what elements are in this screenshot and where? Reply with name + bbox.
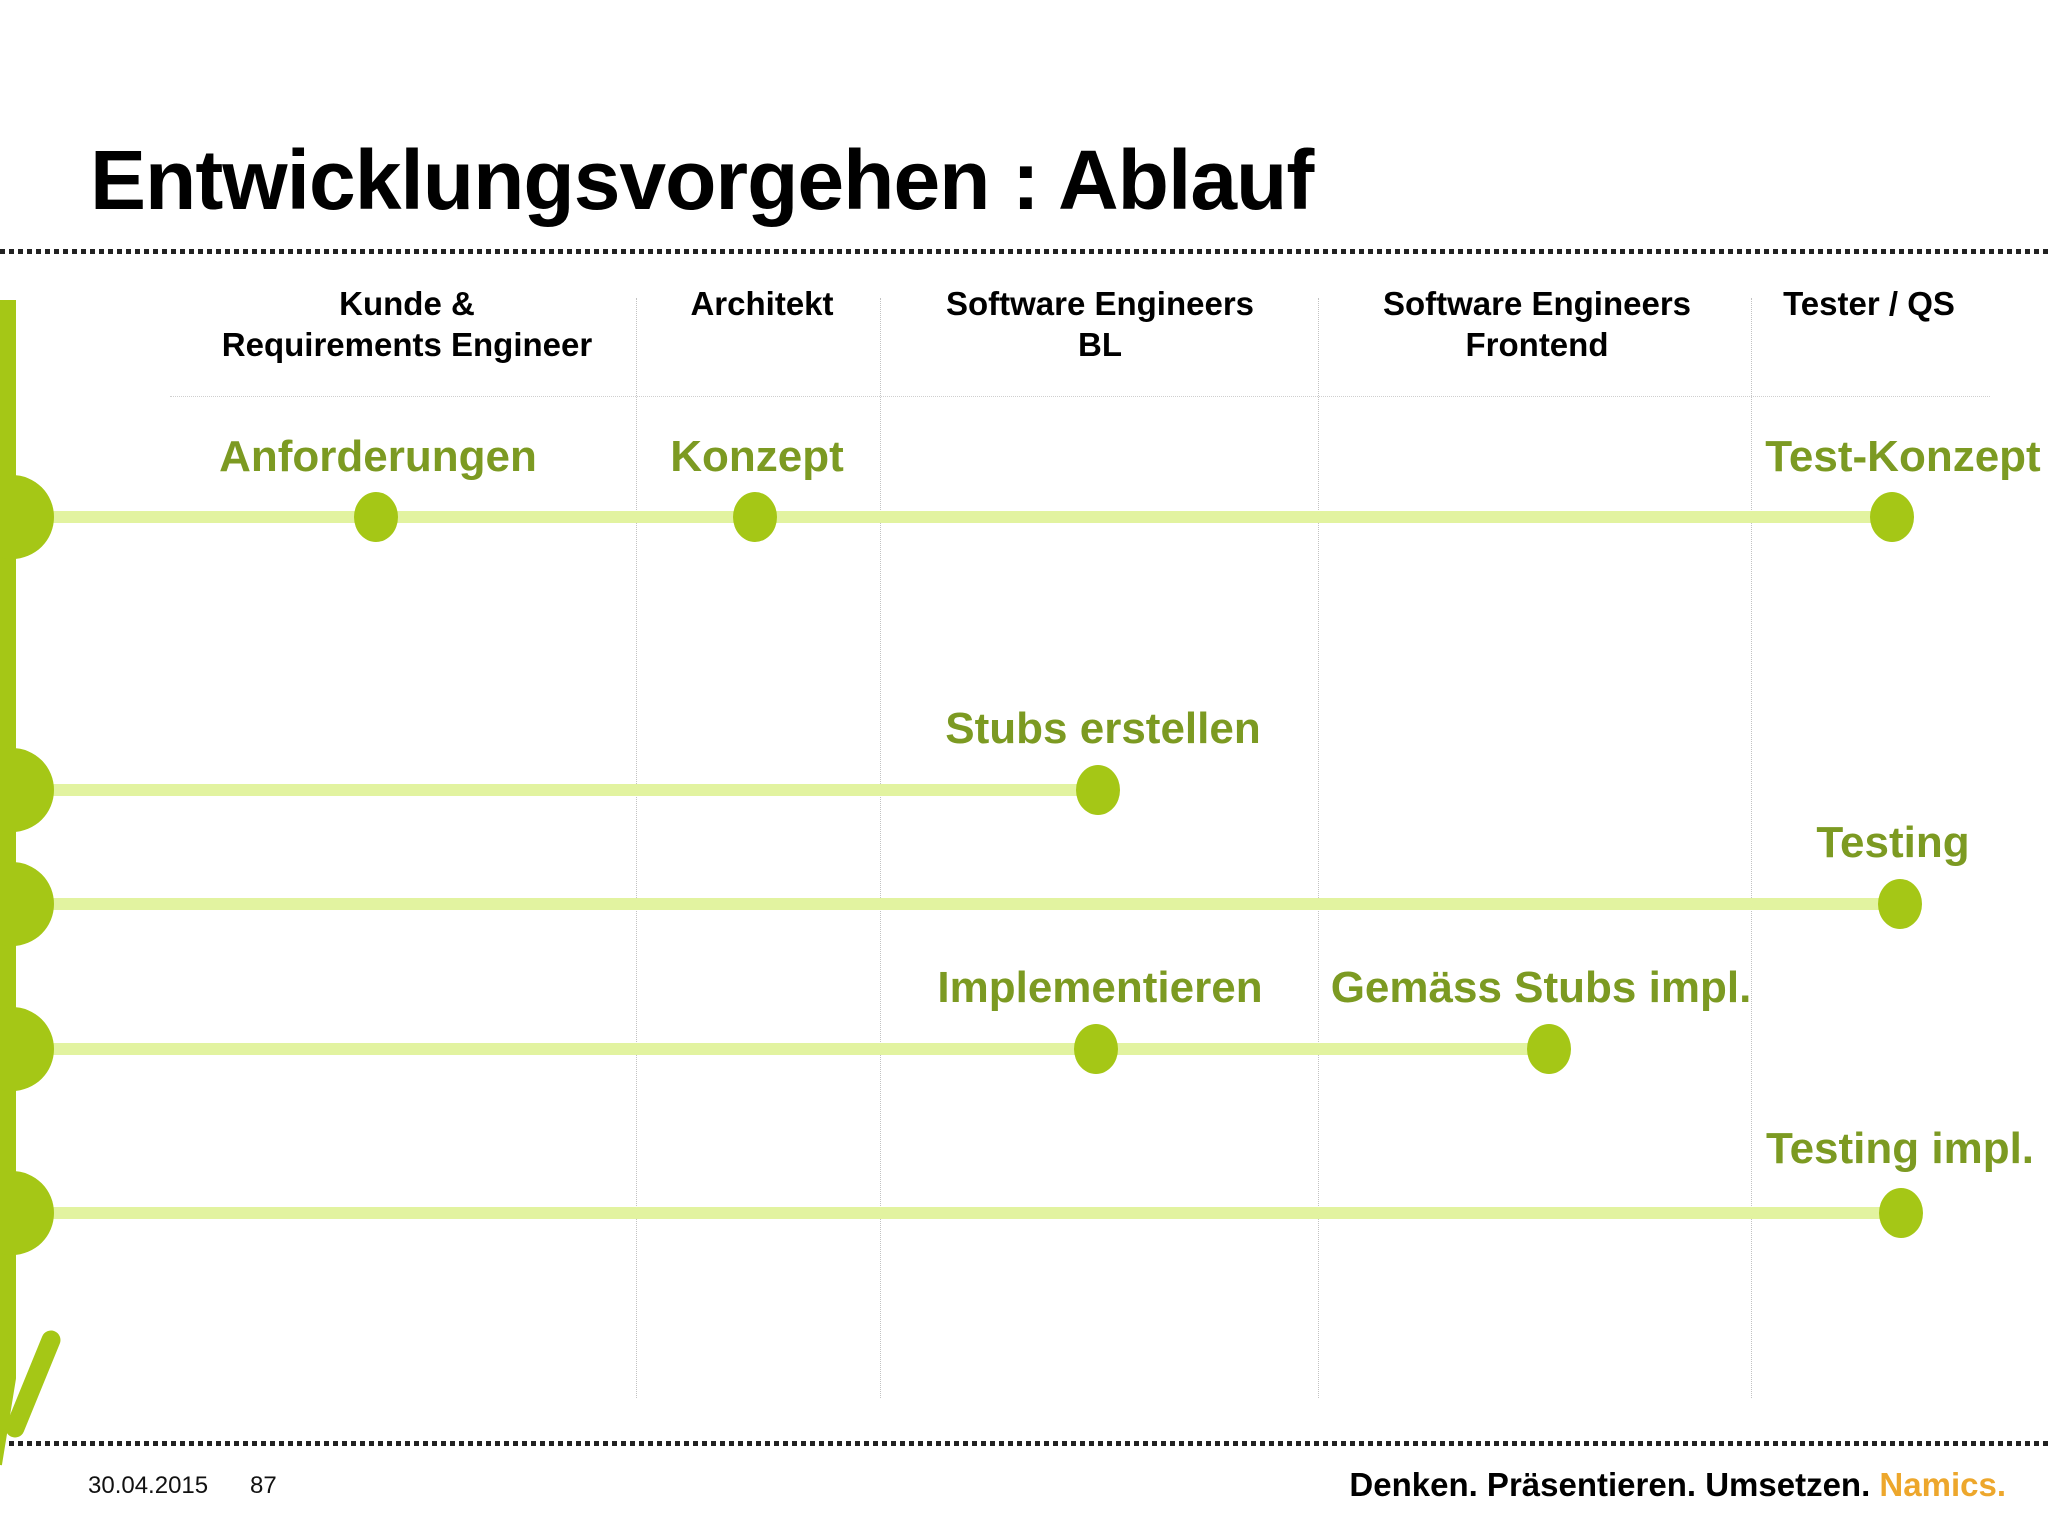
column-separator — [1318, 298, 1319, 1398]
milestone-label-testing: Testing — [1816, 818, 1970, 867]
column-separator — [1751, 298, 1752, 1398]
phase-start-dot — [0, 748, 54, 832]
phase-line — [40, 1207, 1911, 1219]
column-header-architekt: Architekt — [690, 285, 834, 322]
milestone-label-testing-impl: Testing impl. — [1765, 1124, 2035, 1173]
footer-page-number: 87 — [250, 1472, 277, 1499]
slide-title: Entwicklungsvorgehen : Ablauf — [90, 133, 1314, 227]
milestone-dot-test-konzept — [1870, 492, 1914, 542]
column-header-software-engineers-bl: Software Engineers BL — [945, 285, 1255, 363]
column-separator — [880, 298, 881, 1398]
milestone-dot-stubs-erstellen — [1076, 765, 1120, 815]
phase-line — [40, 784, 1108, 796]
phase-start-dot — [0, 1171, 54, 1255]
milestone-dot-testing-impl — [1879, 1188, 1923, 1238]
column-header-tester-qs: Tester / QS — [1783, 285, 1955, 322]
phase-line — [40, 898, 1910, 910]
column-header-kunde-requirements: Kunde & Requirements Engineer — [221, 285, 593, 363]
phase-start-dot — [0, 1007, 54, 1091]
phase-line — [40, 511, 1902, 523]
column-header-software-engineers-frontend: Software Engineers Frontend — [1382, 285, 1692, 363]
milestone-dot-gemaess-stubs — [1527, 1024, 1571, 1074]
top-dotted-rule — [0, 249, 2048, 254]
milestone-dot-testing — [1878, 879, 1922, 929]
milestone-label-gemaess-stubs: Gemäss Stubs impl. — [1330, 963, 1752, 1012]
phase-line — [40, 1043, 1559, 1055]
milestone-dot-implementieren — [1074, 1024, 1118, 1074]
milestone-dot-konzept — [733, 492, 777, 542]
phase-start-dot — [0, 862, 54, 946]
header-underline — [170, 396, 1990, 397]
milestone-label-implementieren: Implementieren — [937, 963, 1263, 1012]
footer-brand-name: Namics. — [1879, 1466, 2006, 1503]
milestone-label-test-konzept: Test-Konzept — [1765, 432, 2041, 481]
bottom-dotted-rule — [0, 1441, 2048, 1446]
milestone-label-konzept: Konzept — [670, 432, 844, 481]
timeline-bar-tick — [5, 1330, 61, 1438]
timeline-bar — [0, 300, 16, 1466]
timeline-rail — [0, 300, 61, 1466]
footer-tagline-text: Denken. Präsentieren. Umsetzen. — [1349, 1466, 1880, 1503]
milestone-label-anforderungen: Anforderungen — [219, 432, 537, 481]
milestone-dot-anforderungen — [354, 492, 398, 542]
column-separator — [636, 298, 637, 1398]
phase-start-dot — [0, 475, 54, 559]
milestone-label-stubs-erstellen: Stubs erstellen — [945, 704, 1261, 753]
footer-date: 30.04.2015 — [88, 1472, 209, 1499]
footer-tagline: Denken. Präsentieren. Umsetzen. Namics. — [1349, 1466, 2006, 1504]
